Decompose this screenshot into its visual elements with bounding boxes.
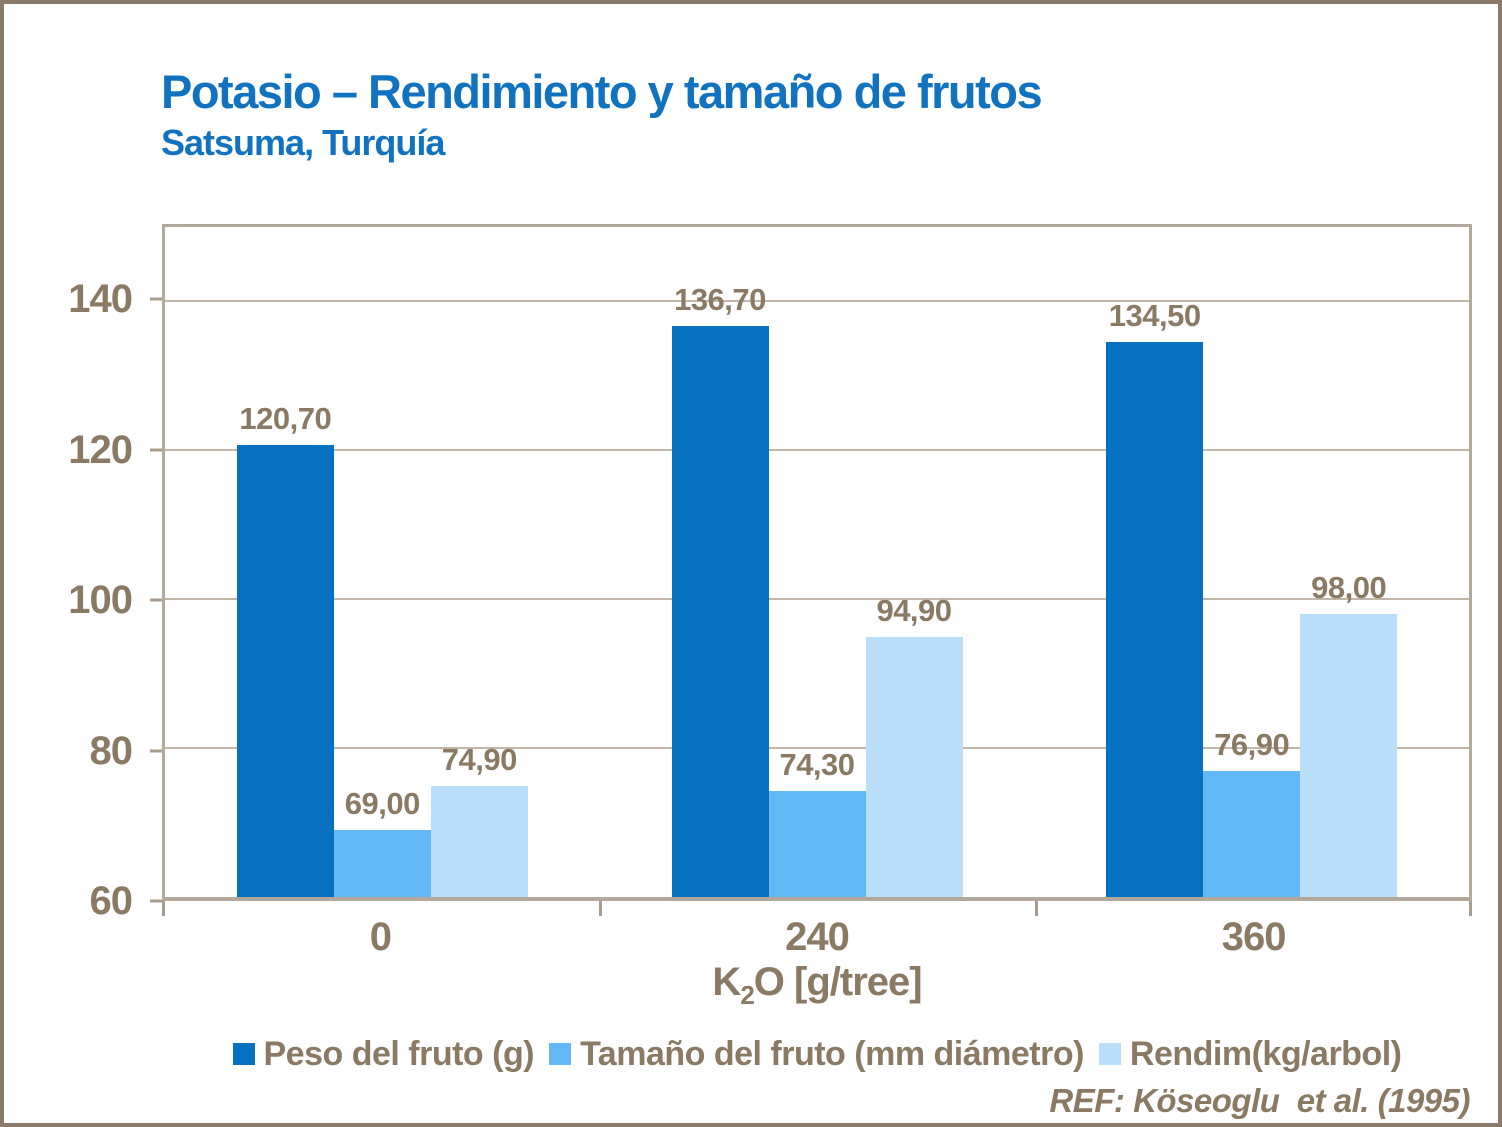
x-tick-label-360: 360	[1221, 915, 1287, 959]
x-axis-labels: 0 240 360	[162, 917, 1472, 957]
y-tick-label-120: 120	[68, 427, 133, 472]
legend-label: Peso del fruto (g)	[263, 1035, 535, 1073]
bar-value-label: 74,30	[779, 746, 855, 782]
x-axis-title-rest: O [g/tree]	[753, 960, 923, 1004]
bar-column: 136,70	[671, 227, 769, 897]
bar-series-0-group-360	[1106, 342, 1204, 897]
legend: Peso del fruto (g) Tamaño del fruto (mm d…	[162, 1032, 1472, 1076]
chart-title: Potasio – Rendimiento y tamaño de frutos	[161, 65, 1043, 118]
reference-citation: REF: Köseoglu et al. (1995)	[1049, 1082, 1470, 1119]
bar-column: 69,00	[333, 227, 431, 897]
legend-swatch-icon	[232, 1043, 255, 1065]
bar-column: 120,70	[236, 227, 334, 897]
bar-series-2-group-360	[1300, 614, 1398, 897]
x-tick-label-0: 0	[369, 915, 392, 959]
legend-item-1: Tamaño del fruto (mm diámetro)	[549, 1037, 1084, 1071]
bar-series-0-group-0	[236, 445, 334, 897]
y-tick-mark-120	[150, 448, 162, 452]
x-tick-mark-2	[1035, 901, 1039, 916]
legend-label: Rendim(kg/arbol)	[1129, 1035, 1402, 1073]
bar-series-2-group-240	[865, 637, 963, 897]
bar-value-label: 76,90	[1214, 727, 1290, 763]
bar-series-2-group-0	[430, 786, 528, 897]
y-tick-label-60: 60	[89, 879, 133, 923]
bar-value-label: 74,90	[441, 742, 518, 778]
x-axis-title: K2O [g/tree]	[162, 960, 1472, 1008]
y-tick-label-80: 80	[89, 728, 133, 773]
x-tick-mark-3	[1469, 901, 1472, 916]
x-axis-ticks	[162, 901, 1472, 917]
plot-area: 120,70 69,00 74,90 136,70 74,30 94,90 134,50 76…	[162, 224, 1472, 901]
bar-series-1-group-360	[1203, 771, 1301, 897]
legend-swatch-icon	[549, 1043, 572, 1065]
y-tick-mark-60	[150, 899, 162, 903]
bar-column: 74,90	[430, 227, 528, 897]
gridline-100	[165, 598, 1469, 601]
bar-group-240: 136,70 74,30 94,90	[600, 227, 1035, 897]
y-tick-label-140: 140	[68, 277, 133, 322]
gridline-80	[165, 747, 1469, 750]
y-tick-mark-140	[150, 297, 162, 301]
bar-series-0-group-240	[671, 326, 769, 897]
bar-series-1-group-240	[768, 790, 866, 897]
bar-value-label: 69,00	[344, 786, 421, 821]
gridline-140	[165, 300, 1469, 303]
chart-subtitle: Satsuma, Turquía	[161, 122, 445, 163]
x-tick-label-240: 240	[785, 915, 850, 959]
bar-group-360: 134,50 76,90 98,00	[1034, 227, 1469, 897]
y-axis: 60 80 100 120 140	[4, 224, 162, 921]
bar-column: 134,50	[1106, 227, 1204, 897]
bar-value-label: 120,70	[239, 401, 332, 437]
legend-item-2: Rendim(kg/arbol)	[1098, 1035, 1402, 1073]
legend-label: Tamaño del fruto (mm diámetro)	[580, 1035, 1084, 1073]
bar-column: 94,90	[865, 227, 963, 897]
bar-value-label: 136,70	[674, 282, 766, 318]
x-axis-title-subscript: 2	[740, 980, 755, 1010]
bar-group-0: 120,70 69,00 74,90	[165, 227, 600, 897]
bar-series-1-group-0	[333, 830, 431, 897]
bar-column: 98,00	[1300, 227, 1398, 897]
legend-swatch-icon	[1098, 1043, 1121, 1065]
x-tick-mark-1	[598, 901, 602, 916]
gridline-120	[165, 449, 1469, 452]
x-axis-title-base: K	[712, 960, 741, 1004]
bar-value-label: 98,00	[1311, 570, 1387, 606]
bar-value-label: 134,50	[1108, 298, 1201, 334]
x-tick-mark-0	[162, 901, 165, 916]
bar-column: 76,90	[1203, 227, 1301, 897]
y-tick-label-100: 100	[68, 578, 133, 623]
bar-column: 74,30	[768, 227, 866, 897]
legend-item-0: Peso del fruto (g)	[232, 1035, 535, 1073]
y-tick-mark-100	[150, 598, 162, 602]
y-tick-mark-80	[150, 749, 162, 753]
bar-value-label: 94,90	[876, 593, 952, 629]
